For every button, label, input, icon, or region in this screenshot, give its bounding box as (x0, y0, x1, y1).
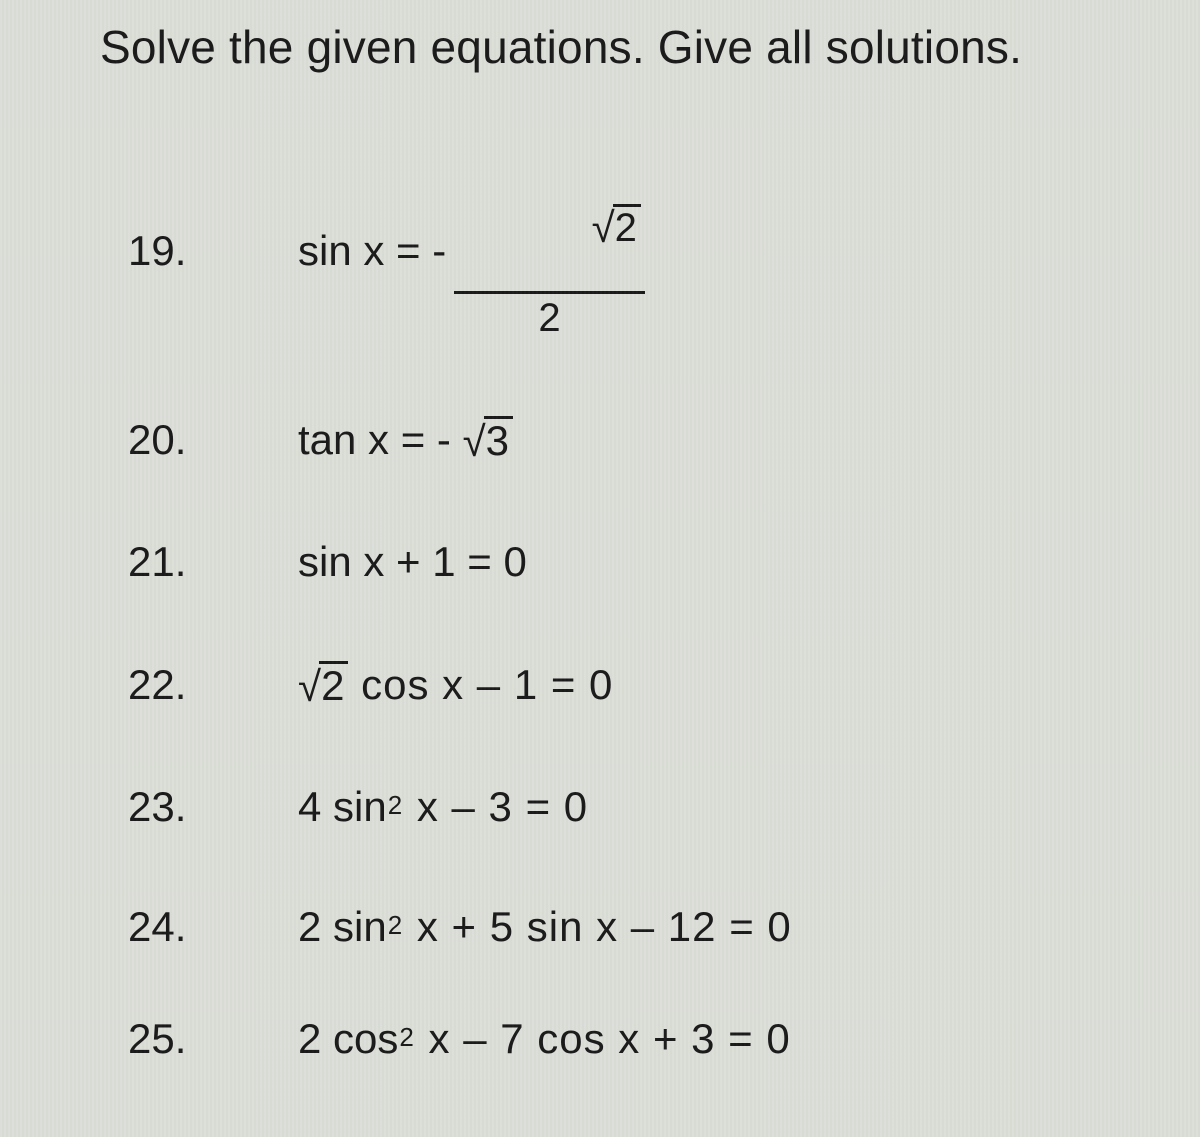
sqrt: √ 2 (298, 661, 348, 708)
sqrt: √ 2 (592, 204, 641, 249)
eq-rest: cos x – 1 = 0 (348, 664, 613, 706)
exponent: 2 (388, 792, 402, 818)
problem-row: 20. tan x = - √ 3 (128, 416, 1180, 463)
radicand: 2 (319, 661, 348, 708)
eq-lhs: sin x = - (298, 230, 446, 272)
problem-row: 19. sin x = - √ 2 2 (128, 164, 1180, 338)
problem-row: 21. sin x + 1 = 0 (128, 541, 1180, 583)
exponent: 2 (388, 912, 402, 938)
radical-icon: √ (592, 207, 615, 249)
radical-icon: √ (463, 421, 486, 463)
sqrt: √ 3 (463, 416, 513, 463)
eq-post: x + 5 sin x – 12 = 0 (404, 906, 792, 948)
radicand: 3 (484, 416, 513, 463)
problem-number: 20. (128, 419, 298, 461)
eq-pre: 4 sin (298, 786, 387, 828)
problem-number: 19. (128, 230, 298, 272)
problem-row: 23. 4 sin2 x – 3 = 0 (128, 786, 1180, 828)
problem-list: 19. sin x = - √ 2 2 20. tan x = - (100, 164, 1180, 1060)
problem-number: 23. (128, 786, 298, 828)
equation: 2 cos2 x – 7 cos x + 3 = 0 (298, 1018, 791, 1060)
eq-post: x – 3 = 0 (404, 786, 588, 828)
exponent: 2 (399, 1024, 413, 1050)
equation: 2 sin2 x + 5 sin x – 12 = 0 (298, 906, 792, 948)
eq-post: x – 7 cos x + 3 = 0 (416, 1018, 791, 1060)
problem-row: 25. 2 cos2 x – 7 cos x + 3 = 0 (128, 1018, 1180, 1060)
instructions-heading: Solve the given equations. Give all solu… (100, 20, 1180, 74)
equation: sin x = - √ 2 2 (298, 164, 645, 338)
problem-number: 22. (128, 664, 298, 706)
equation: tan x = - √ 3 (298, 416, 513, 463)
radicand: 2 (613, 204, 641, 249)
fraction: √ 2 2 (454, 164, 645, 338)
equation: √ 2 cos x – 1 = 0 (298, 661, 613, 708)
fraction-numerator: √ 2 (454, 164, 645, 294)
problem-row: 22. √ 2 cos x – 1 = 0 (128, 661, 1180, 708)
fraction-denominator: 2 (534, 294, 564, 338)
problem-number: 25. (128, 1018, 298, 1060)
problem-number: 21. (128, 541, 298, 583)
worksheet-page: Solve the given equations. Give all solu… (0, 0, 1200, 1060)
eq-pre: 2 cos (298, 1018, 398, 1060)
radical-icon: √ (298, 666, 321, 708)
equation: sin x + 1 = 0 (298, 541, 527, 583)
eq-lhs: tan x = - (298, 419, 463, 461)
equation: 4 sin2 x – 3 = 0 (298, 786, 588, 828)
problem-number: 24. (128, 906, 298, 948)
eq-pre: 2 sin (298, 906, 387, 948)
eq-text: sin x + 1 = 0 (298, 541, 527, 583)
problem-row: 24. 2 sin2 x + 5 sin x – 12 = 0 (128, 906, 1180, 948)
